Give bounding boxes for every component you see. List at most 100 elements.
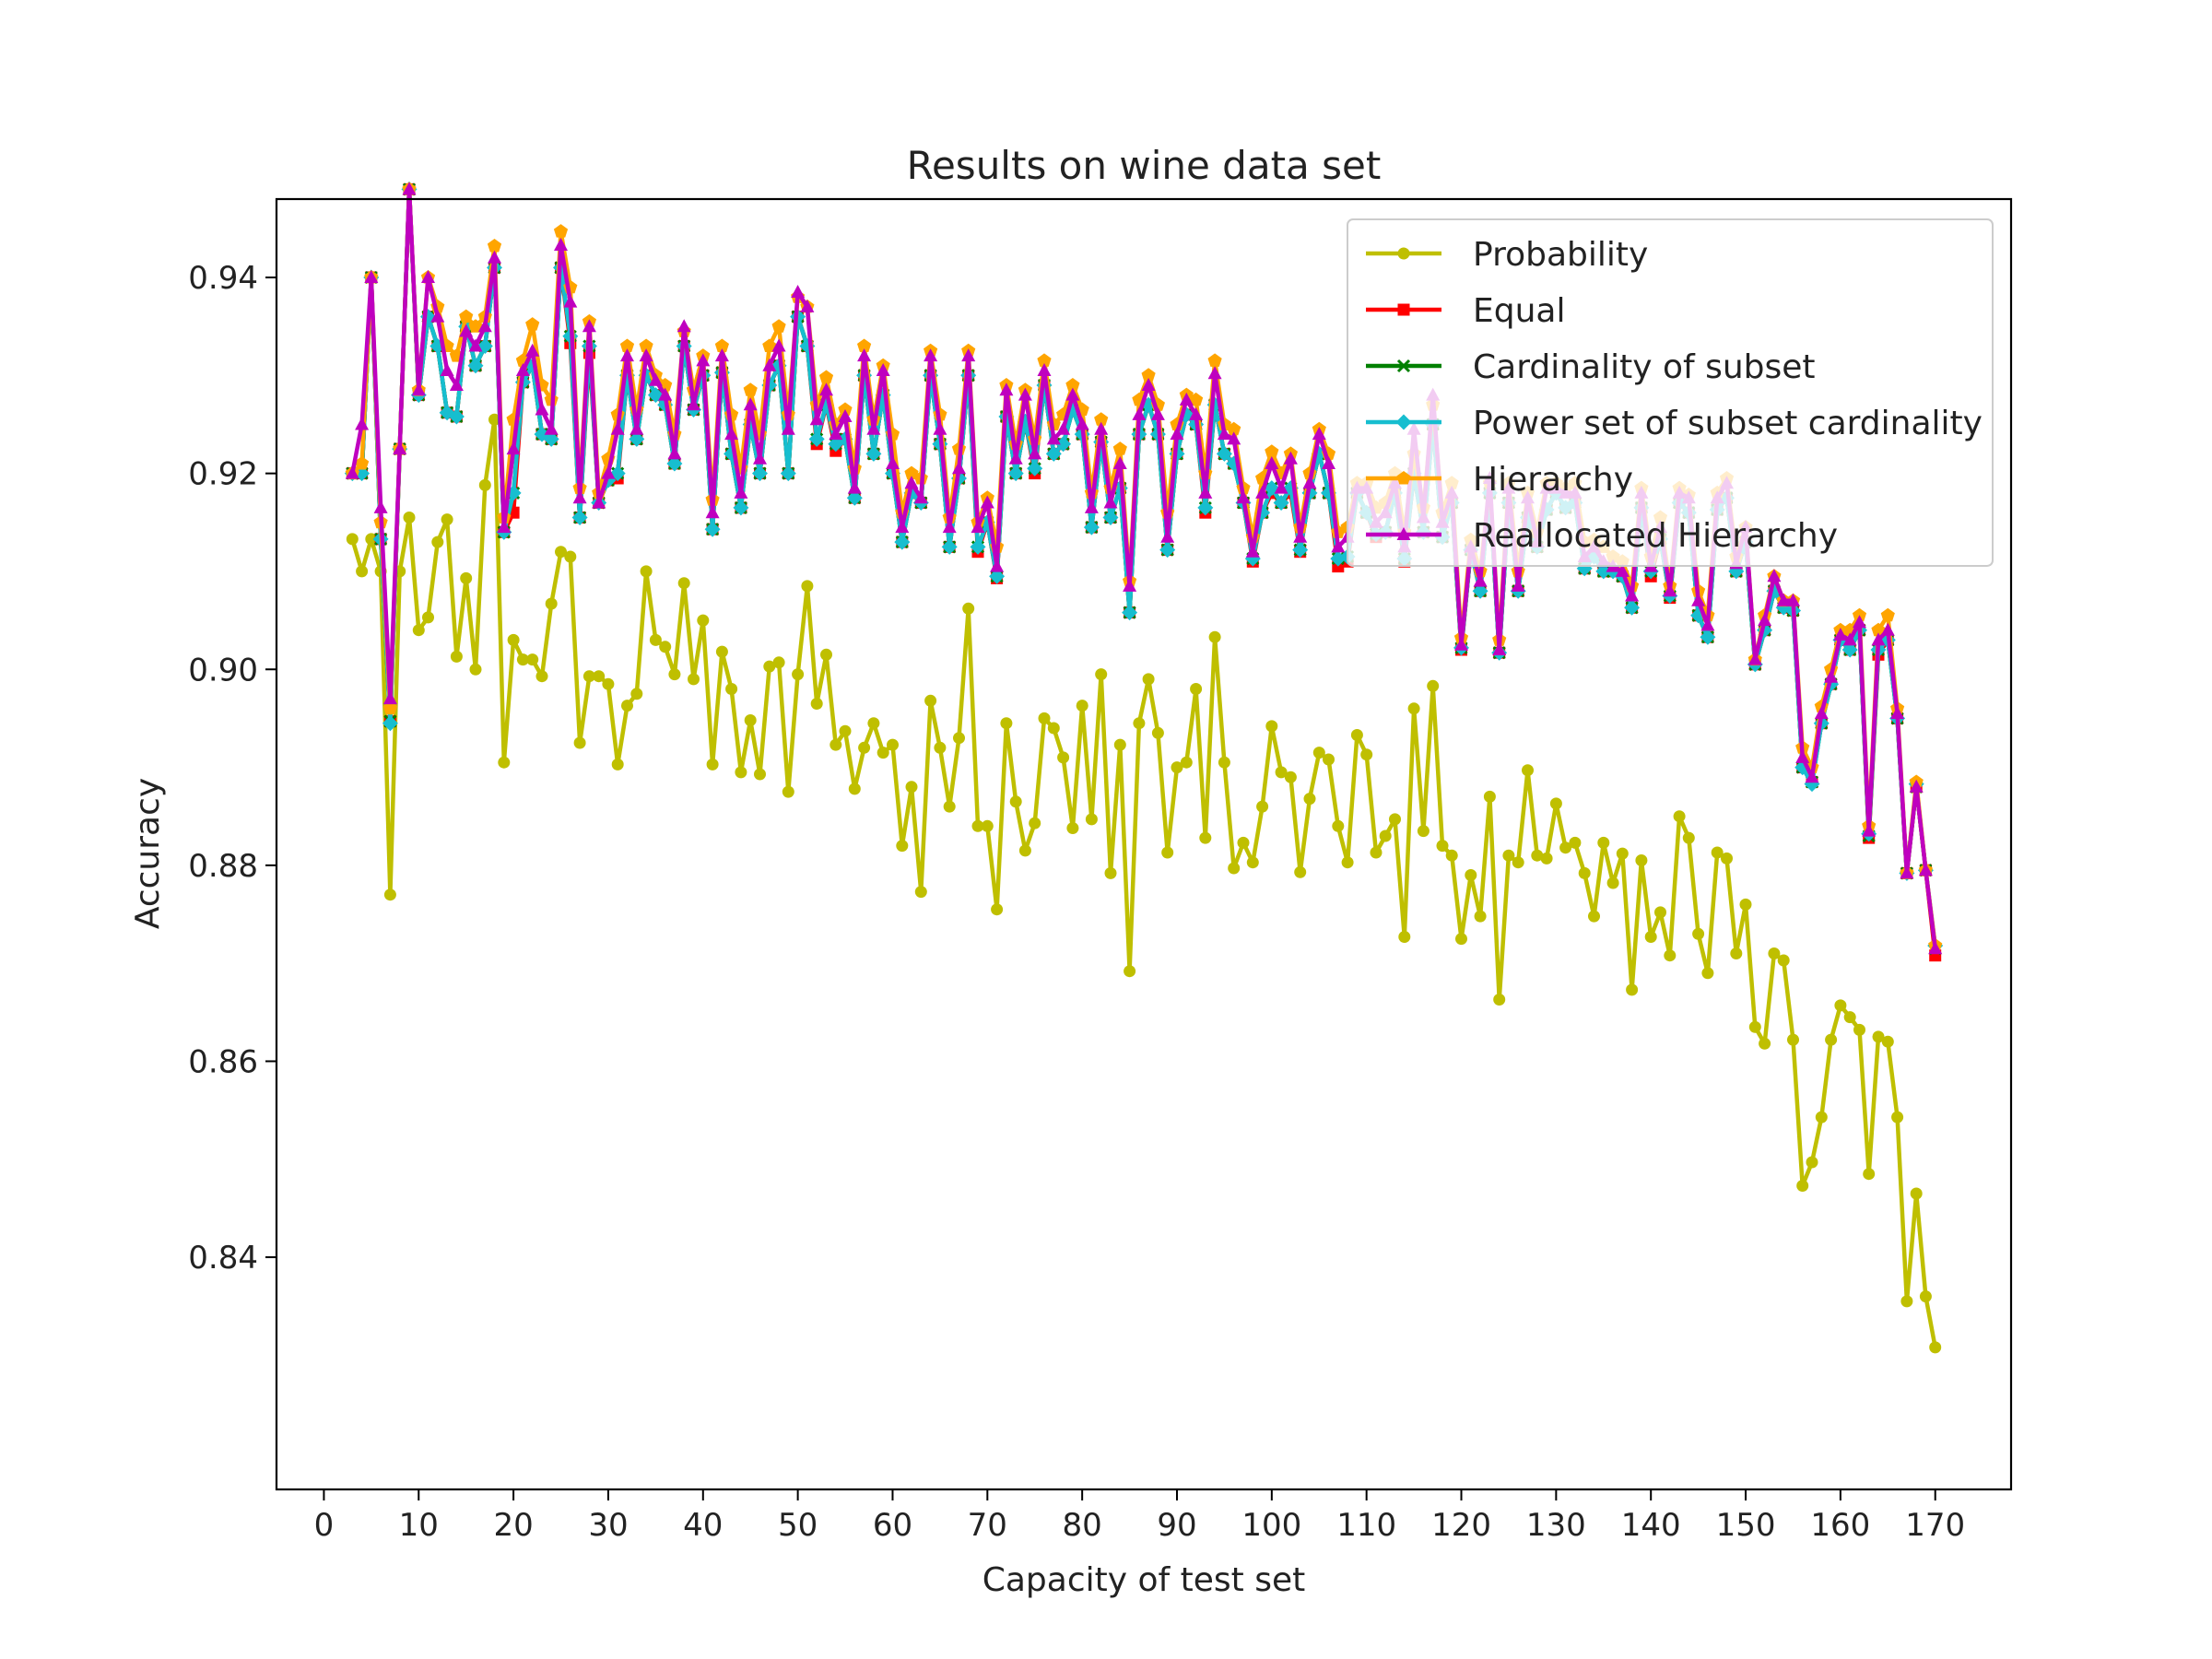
data-point bbox=[1900, 1295, 1913, 1308]
data-point bbox=[962, 602, 975, 615]
data-point bbox=[555, 546, 567, 559]
data-point bbox=[1682, 831, 1695, 844]
x-tick-label: 170 bbox=[1905, 1507, 1965, 1544]
data-point bbox=[356, 565, 369, 578]
data-point bbox=[1624, 599, 1641, 616]
data-point bbox=[1332, 819, 1345, 832]
data-point bbox=[1616, 847, 1629, 860]
data-point bbox=[858, 741, 871, 754]
data-point bbox=[752, 465, 768, 482]
data-point bbox=[1427, 679, 1440, 692]
data-point bbox=[1863, 1168, 1876, 1181]
data-point bbox=[571, 510, 588, 525]
legend-entry: Reallocated Hierarchy bbox=[1366, 517, 1838, 555]
data-point bbox=[1046, 431, 1061, 445]
legend-marker bbox=[1395, 414, 1412, 430]
data-point bbox=[818, 370, 834, 383]
x-tick-label: 70 bbox=[968, 1507, 1007, 1544]
y-tick-label: 0.86 bbox=[188, 1043, 258, 1080]
data-point bbox=[1796, 1180, 1809, 1192]
data-point bbox=[1625, 588, 1640, 602]
data-point bbox=[1928, 941, 1943, 955]
data-point bbox=[904, 476, 919, 489]
data-point bbox=[1341, 856, 1354, 869]
data-point bbox=[364, 270, 379, 283]
data-point bbox=[1880, 622, 1895, 636]
data-point bbox=[659, 641, 672, 653]
data-point bbox=[460, 571, 473, 584]
data-point bbox=[1417, 825, 1430, 838]
data-point bbox=[1929, 1341, 1942, 1354]
data-point bbox=[1730, 947, 1743, 959]
data-point bbox=[808, 430, 825, 447]
data-point bbox=[667, 446, 682, 460]
data-point bbox=[1207, 366, 1222, 380]
data-point bbox=[782, 785, 794, 798]
data-point bbox=[943, 800, 956, 813]
data-point bbox=[905, 781, 918, 794]
data-point bbox=[865, 445, 882, 462]
data-point bbox=[1512, 856, 1524, 869]
data-point bbox=[1312, 427, 1326, 441]
legend-entry: Power set of subset cardinality bbox=[1366, 405, 1983, 442]
x-tick-label: 10 bbox=[399, 1507, 439, 1544]
data-point bbox=[1027, 460, 1043, 477]
data-point bbox=[553, 224, 569, 238]
data-point bbox=[1843, 1011, 1856, 1024]
data-point bbox=[1112, 441, 1127, 455]
data-point bbox=[838, 409, 853, 422]
data-point bbox=[866, 421, 881, 435]
data-point bbox=[961, 348, 976, 362]
data-point bbox=[1179, 392, 1194, 406]
data-point bbox=[848, 782, 861, 795]
data-point bbox=[1436, 840, 1449, 853]
data-point bbox=[1910, 1187, 1923, 1200]
data-point bbox=[468, 338, 483, 352]
x-tick-label: 80 bbox=[1063, 1507, 1102, 1544]
data-point bbox=[1170, 427, 1184, 441]
data-point bbox=[582, 319, 596, 333]
y-tick-label: 0.88 bbox=[188, 848, 258, 885]
data-point bbox=[1768, 947, 1781, 959]
data-point bbox=[754, 768, 766, 781]
data-point bbox=[431, 535, 444, 548]
data-point bbox=[895, 520, 910, 534]
data-point bbox=[1739, 898, 1752, 911]
data-point bbox=[1502, 849, 1515, 862]
y-tick-label: 0.84 bbox=[188, 1240, 258, 1277]
data-point bbox=[1265, 720, 1278, 733]
data-point bbox=[668, 668, 681, 681]
x-tick-label: 120 bbox=[1431, 1507, 1491, 1544]
data-point bbox=[1379, 830, 1392, 842]
data-point bbox=[1786, 593, 1800, 606]
data-point bbox=[1900, 865, 1914, 879]
data-point bbox=[763, 660, 776, 673]
y-tick-label: 0.92 bbox=[188, 456, 258, 493]
data-point bbox=[1095, 668, 1108, 681]
data-point bbox=[1199, 831, 1212, 844]
data-point bbox=[535, 402, 549, 416]
data-point bbox=[1198, 485, 1213, 499]
data-point bbox=[1256, 800, 1269, 813]
data-point bbox=[346, 533, 359, 546]
data-point bbox=[1492, 642, 1507, 655]
data-point bbox=[1246, 856, 1259, 869]
data-point bbox=[1872, 1030, 1885, 1043]
data-point bbox=[459, 309, 474, 324]
data-point bbox=[422, 611, 434, 624]
data-point bbox=[1151, 726, 1164, 739]
data-point bbox=[382, 700, 397, 715]
data-point bbox=[1919, 1290, 1932, 1303]
x-tick-label: 150 bbox=[1716, 1507, 1776, 1544]
data-point bbox=[440, 363, 454, 376]
data-point bbox=[666, 455, 683, 472]
data-point bbox=[830, 738, 842, 751]
data-point bbox=[572, 490, 587, 504]
data-point bbox=[1407, 702, 1420, 715]
data-point bbox=[1871, 632, 1886, 646]
data-point bbox=[1160, 529, 1175, 543]
data-point bbox=[914, 886, 927, 899]
data-point bbox=[801, 580, 814, 593]
data-point bbox=[1122, 605, 1138, 621]
